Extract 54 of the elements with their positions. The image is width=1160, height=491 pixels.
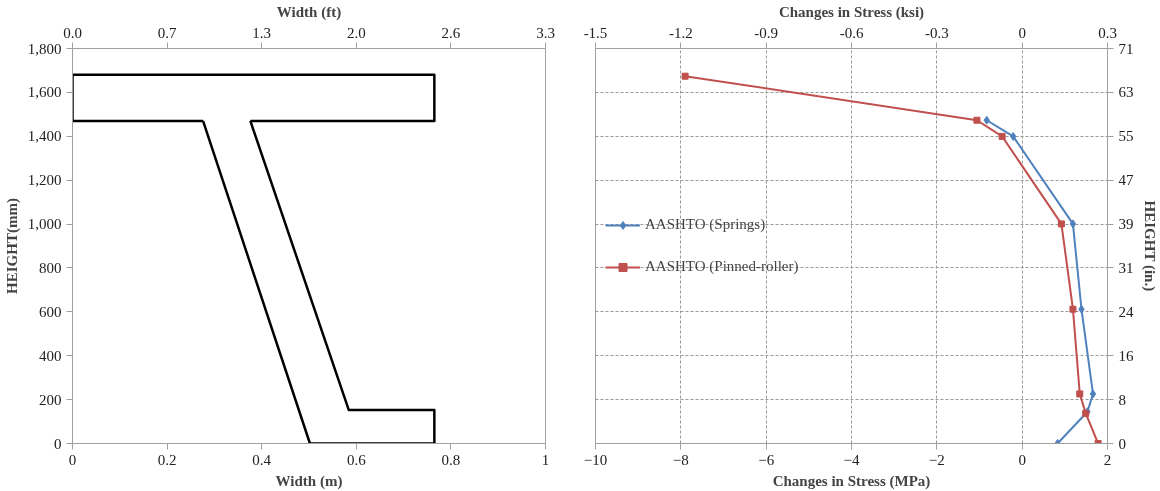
y2-tick-label: 16 [1118,347,1134,364]
x2-tick-label: 1.3 [252,24,272,41]
legend-label: AASHTO (Pinned-roller) [645,258,799,275]
x2-tick-label: 3.3 [536,24,555,41]
y-tick-label: 1,000 [27,216,62,233]
x2-tick-label: -0.9 [754,24,779,41]
y-tick-label: 1,600 [27,84,62,101]
x2-tick-label: 0.7 [157,24,177,41]
y-tick-label: 600 [39,303,62,320]
y-axis-title: HEIGHT(mm) [3,198,21,294]
x2-tick-label: 2.6 [441,24,461,41]
x-tick-label: −4 [843,451,860,468]
x2-tick-label: 0.3 [1098,24,1117,41]
x-tick-label: 0.8 [441,451,461,468]
y-tick-label: 800 [39,259,62,276]
x-tick-label: −2 [928,451,945,468]
x2-axis-title: Width (ft) [276,3,342,21]
x2-tick-label: -0.6 [839,24,864,41]
y-tick-label: 400 [39,347,62,364]
y-tick-label: 1,800 [27,40,62,57]
x-tick-label: −8 [672,451,689,468]
legend-label: AASHTO (Springs) [645,216,766,233]
y-tick-label: 0 [54,435,62,452]
x-tick-label: 2 [1103,451,1112,468]
x-axis-title: Changes in Stress (MPa) [772,472,931,490]
y2-tick-label: 24 [1118,303,1134,320]
x2-tick-label: -1.2 [668,24,693,41]
x-tick-label: −10 [583,451,608,468]
x-tick-label: 0 [1018,451,1026,468]
x2-tick-label: -0.3 [924,24,949,41]
y2-tick-label: 55 [1118,128,1134,145]
y2-tick-label: 0 [1118,435,1126,452]
x2-tick-label: 2.0 [346,24,366,41]
x-tick-label: −6 [758,451,775,468]
y2-tick-label: 71 [1118,40,1134,57]
x-axis-title: Width (m) [275,472,343,490]
y2-tick-label: 31 [1118,259,1134,276]
x-tick-label: 1 [541,451,550,468]
y2-tick-label: 8 [1118,391,1126,408]
y2-tick-label: 47 [1118,172,1134,189]
x2-tick-label: 0 [1018,24,1026,41]
x-tick-label: 0.4 [252,451,272,468]
x-tick-label: 0.2 [157,451,177,468]
y-tick-label: 1,200 [27,172,62,189]
y-tick-label: 1,400 [27,128,62,145]
x-tick-label: 0.6 [346,451,367,468]
x2-tick-label: -1.5 [583,24,608,41]
y2-tick-label: 39 [1118,216,1134,233]
x-tick-label: 0 [68,451,77,468]
x2-tick-label: 0.0 [63,24,82,41]
y2-axis-title: HEIGHT (in.) [1140,200,1158,292]
x2-axis-title: Changes in Stress (ksi) [778,3,925,21]
y2-tick-label: 63 [1118,84,1134,101]
y-tick-label: 200 [39,391,62,408]
